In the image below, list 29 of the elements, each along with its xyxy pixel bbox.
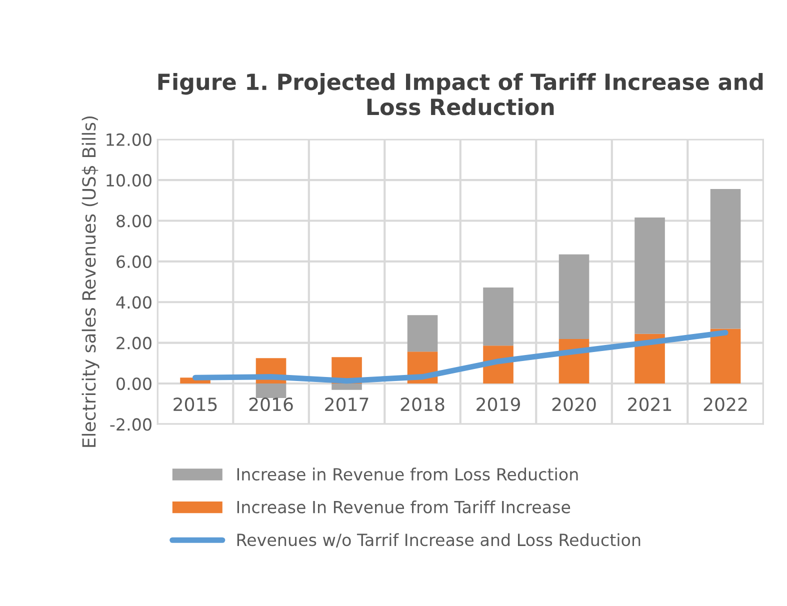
x-tick-label: 2017	[325, 397, 368, 412]
y-tick-label: -2.00	[110, 418, 152, 431]
bar	[710, 328, 741, 384]
legend-label: Revenues w/o Tarrif Increase and Loss Reduction	[237, 533, 640, 548]
bar	[332, 384, 362, 390]
y-tick-label: 6.00	[116, 255, 152, 268]
y-tick-label: 2.00	[116, 336, 152, 350]
legend-label: Increase In Revenue from Tariff Increase	[237, 500, 570, 514]
bar	[256, 384, 286, 398]
x-tick-label: 2022	[704, 397, 747, 412]
bar	[558, 254, 590, 339]
bar	[634, 218, 665, 334]
x-tick-label: 2015	[174, 397, 217, 412]
x-tick-label: 2016	[249, 397, 293, 412]
x-tick-label: 2020	[552, 397, 596, 412]
x-tick-label: 2018	[400, 397, 444, 412]
x-tick-label: 2021	[628, 397, 672, 412]
x-tick-label: 2019	[476, 397, 520, 412]
bar	[483, 287, 514, 346]
bar	[407, 315, 438, 352]
y-axis-title: Electricity sales Revenues (US$ Bills)	[82, 116, 100, 447]
legend-label: Increase in Revenue from Loss Reduction	[237, 468, 578, 481]
y-tick-label: 10.00	[106, 174, 152, 187]
chart-title: Figure 1. Projected Impact of Tariff Increase and Loss Reduction	[158, 73, 763, 116]
bar	[710, 189, 741, 329]
y-tick-label: 12.00	[106, 133, 152, 146]
y-tick-label: 4.00	[116, 296, 152, 309]
y-tick-label: 0.00	[116, 377, 152, 390]
y-tick-label: 8.00	[116, 214, 152, 228]
